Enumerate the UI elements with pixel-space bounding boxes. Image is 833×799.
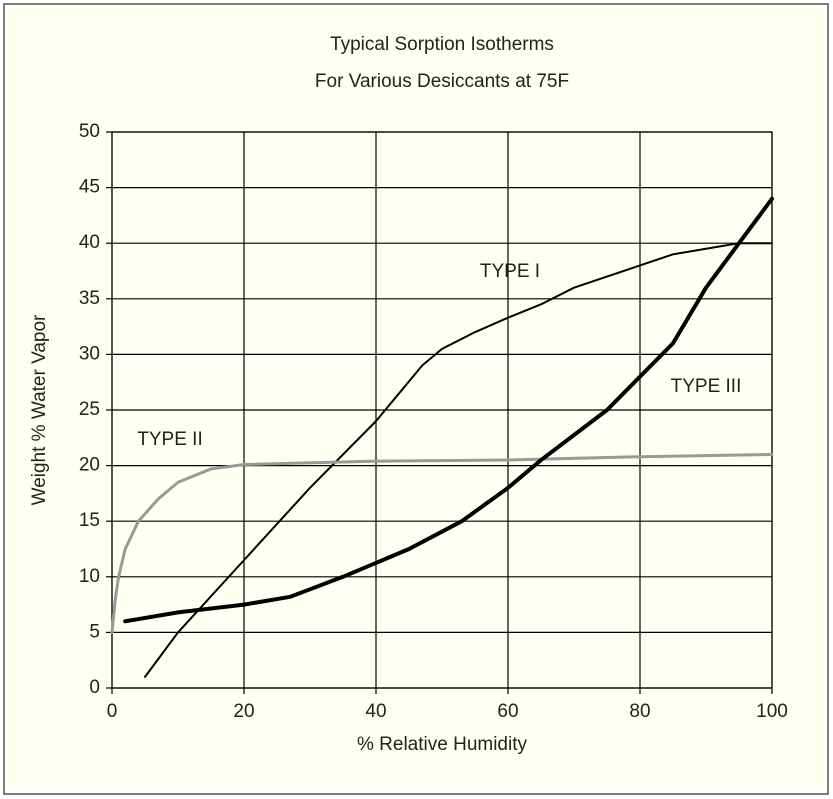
y-tick-label: 20 bbox=[79, 455, 100, 476]
x-tick-label: 100 bbox=[756, 701, 788, 722]
chart-title: For Various Desiccants at 75F bbox=[315, 71, 569, 92]
x-tick-label: 40 bbox=[365, 701, 386, 722]
x-axis-label: % Relative Humidity bbox=[357, 734, 527, 755]
x-tick-label: 0 bbox=[107, 701, 118, 722]
y-tick-label: 40 bbox=[79, 232, 100, 253]
x-tick-label: 20 bbox=[233, 701, 254, 722]
y-tick-label: 5 bbox=[89, 621, 100, 642]
y-axis-label: Weight % Water Vapor bbox=[29, 314, 50, 505]
y-tick-label: 45 bbox=[79, 177, 100, 198]
y-tick-label: 15 bbox=[79, 510, 100, 531]
series-label: TYPE III bbox=[671, 376, 742, 397]
y-tick-label: 50 bbox=[79, 121, 100, 142]
y-tick-label: 10 bbox=[79, 566, 100, 587]
series-line bbox=[110, 452, 774, 634]
series-label: TYPE I bbox=[480, 261, 540, 282]
chart-title: Typical Sorption Isotherms bbox=[330, 34, 554, 55]
x-tick-label: 60 bbox=[497, 701, 518, 722]
y-tick-label: 0 bbox=[89, 677, 100, 698]
y-tick-label: 25 bbox=[79, 399, 100, 420]
y-tick-label: 35 bbox=[79, 288, 100, 309]
series-label: TYPE II bbox=[137, 429, 202, 450]
y-tick-label: 30 bbox=[79, 343, 100, 364]
x-tick-label: 80 bbox=[629, 701, 650, 722]
series-line bbox=[123, 196, 774, 624]
series-line bbox=[144, 242, 773, 678]
